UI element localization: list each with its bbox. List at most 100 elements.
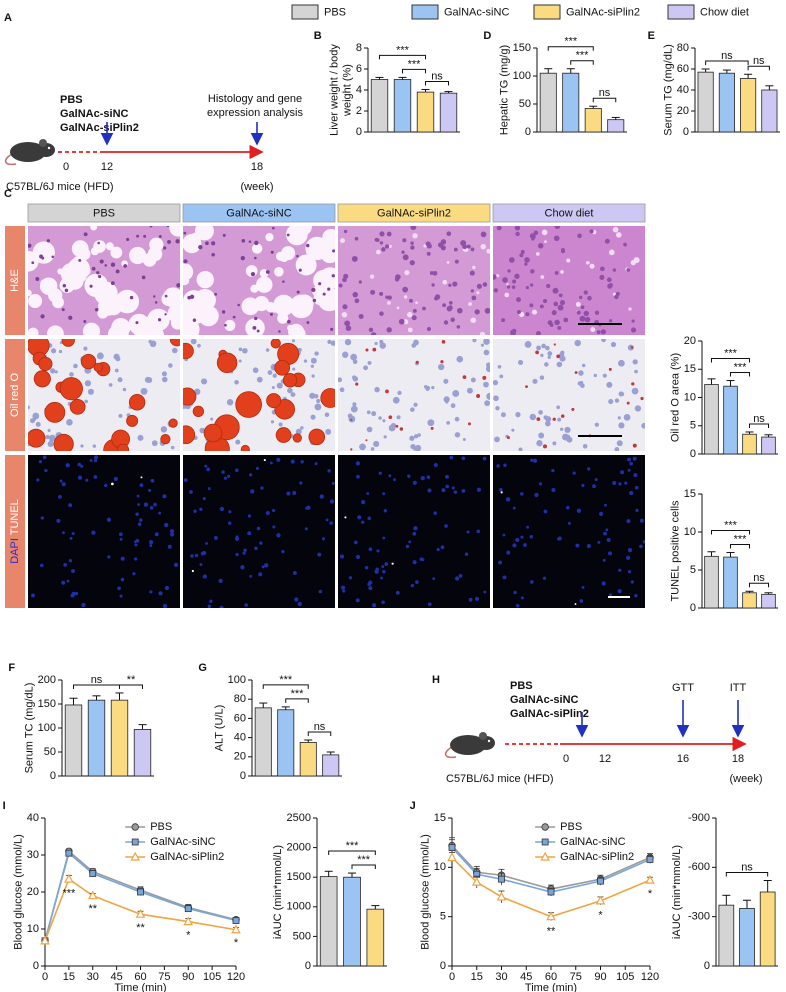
micrograph-feature xyxy=(256,376,263,383)
micrograph-feature xyxy=(501,318,506,323)
micrograph-feature xyxy=(461,488,466,493)
micrograph-feature xyxy=(119,537,123,541)
micrograph-feature xyxy=(139,518,143,522)
micrograph-feature xyxy=(110,246,123,259)
micrograph-feature xyxy=(183,387,197,406)
micrograph-feature xyxy=(28,327,39,335)
x-tick-label: 15 xyxy=(471,971,483,983)
micrograph-feature xyxy=(352,359,358,364)
micrograph-feature xyxy=(240,444,250,451)
x-tick-label: 120 xyxy=(641,971,659,983)
micrograph-feature xyxy=(68,503,73,508)
micrograph-feature xyxy=(579,599,584,603)
micrograph-feature xyxy=(318,282,322,286)
y-tick-label: 1000 xyxy=(287,901,311,913)
significance-label: ** xyxy=(88,903,97,915)
micrograph-feature xyxy=(426,326,431,331)
micrograph-feature xyxy=(376,549,380,553)
micrograph-feature xyxy=(538,482,543,486)
micrograph-feature xyxy=(108,383,113,387)
micrograph-feature xyxy=(372,603,377,608)
legend-label: GalNAc-siPlin2 xyxy=(560,851,634,863)
micrograph-feature xyxy=(402,238,407,243)
micrograph-feature xyxy=(42,455,47,460)
micrograph-feature xyxy=(128,394,146,411)
row-label-part: H&E xyxy=(9,269,21,292)
marker xyxy=(184,905,192,913)
y-axis-label: Liver weight / body xyxy=(329,44,341,136)
micrograph-feature xyxy=(158,591,163,596)
micrograph-feature xyxy=(342,589,346,593)
micrograph-feature xyxy=(308,428,326,446)
micrograph-feature xyxy=(273,294,295,316)
micrograph-feature xyxy=(164,294,168,298)
micrograph-feature xyxy=(370,332,377,335)
micrograph-feature xyxy=(253,256,257,260)
micrograph-feature xyxy=(539,304,544,309)
micrograph-feature xyxy=(123,264,128,268)
mouse-tail xyxy=(4,153,17,166)
x-tick-label: 90 xyxy=(182,971,194,983)
micrograph-feature xyxy=(117,586,121,591)
event-label: expression analysis xyxy=(207,107,303,119)
panel-label: F xyxy=(8,662,15,674)
micrograph-feature xyxy=(608,249,615,256)
micrograph-feature xyxy=(314,462,318,466)
y-tick-label: 20 xyxy=(234,751,246,763)
micrograph-feature xyxy=(247,514,252,518)
micrograph-feature xyxy=(425,385,431,390)
micrograph-feature xyxy=(386,327,392,333)
legend-label: PBS xyxy=(324,6,346,18)
micrograph-feature xyxy=(342,304,348,310)
week-label: 18 xyxy=(732,753,744,765)
y-axis-label: weight (%) xyxy=(342,64,354,117)
y-tick-label: 500 xyxy=(293,930,311,942)
micrograph-feature xyxy=(265,348,270,352)
micrograph-feature xyxy=(148,488,152,493)
micrograph-feature xyxy=(110,281,115,286)
micrograph-feature xyxy=(482,282,488,287)
micrograph-feature xyxy=(132,572,136,576)
micrograph-feature xyxy=(454,259,459,264)
significance-label: ns xyxy=(753,55,765,67)
micrograph-feature xyxy=(355,382,359,386)
micrograph-feature xyxy=(64,288,69,293)
micrograph-feature xyxy=(401,250,405,254)
micrograph-feature xyxy=(338,377,343,383)
y-axis-label: Serum TC (mg/dL) xyxy=(23,683,35,774)
micrograph-feature xyxy=(270,339,281,349)
micrograph-feature xyxy=(544,240,547,243)
bar xyxy=(416,91,435,133)
micrograph-feature xyxy=(493,288,499,293)
micrograph-feature xyxy=(278,422,283,427)
micrograph-feature xyxy=(514,226,521,231)
micrograph-feature xyxy=(271,385,275,389)
micrograph-feature xyxy=(632,359,638,365)
micrograph-feature xyxy=(443,378,449,384)
micrograph-feature xyxy=(272,373,277,378)
y-axis-label: iAUC (min*mmol/L) xyxy=(671,845,683,939)
micrograph-feature xyxy=(448,305,453,310)
micrograph-feature xyxy=(545,345,550,351)
micrograph-feature xyxy=(382,536,386,540)
micrograph-feature xyxy=(446,261,450,264)
micrograph-feature xyxy=(168,418,178,428)
x-tick-label: 105 xyxy=(203,971,221,983)
micrograph-feature xyxy=(440,545,445,550)
micrograph-feature xyxy=(254,316,258,321)
bar xyxy=(539,72,557,133)
micrograph-feature xyxy=(432,271,438,276)
marker xyxy=(130,851,141,861)
micrograph-feature xyxy=(574,371,578,374)
significance-bracket xyxy=(711,530,750,535)
micrograph-feature xyxy=(328,229,335,240)
mouse-ear xyxy=(479,732,487,740)
micrograph-feature xyxy=(318,589,323,594)
micrograph-feature xyxy=(520,535,524,539)
micrograph-feature xyxy=(295,428,302,435)
micrograph-feature xyxy=(89,458,93,462)
micrograph-feature xyxy=(327,287,331,291)
micrograph xyxy=(28,339,180,451)
row-label-part: Oil red O xyxy=(9,373,21,417)
